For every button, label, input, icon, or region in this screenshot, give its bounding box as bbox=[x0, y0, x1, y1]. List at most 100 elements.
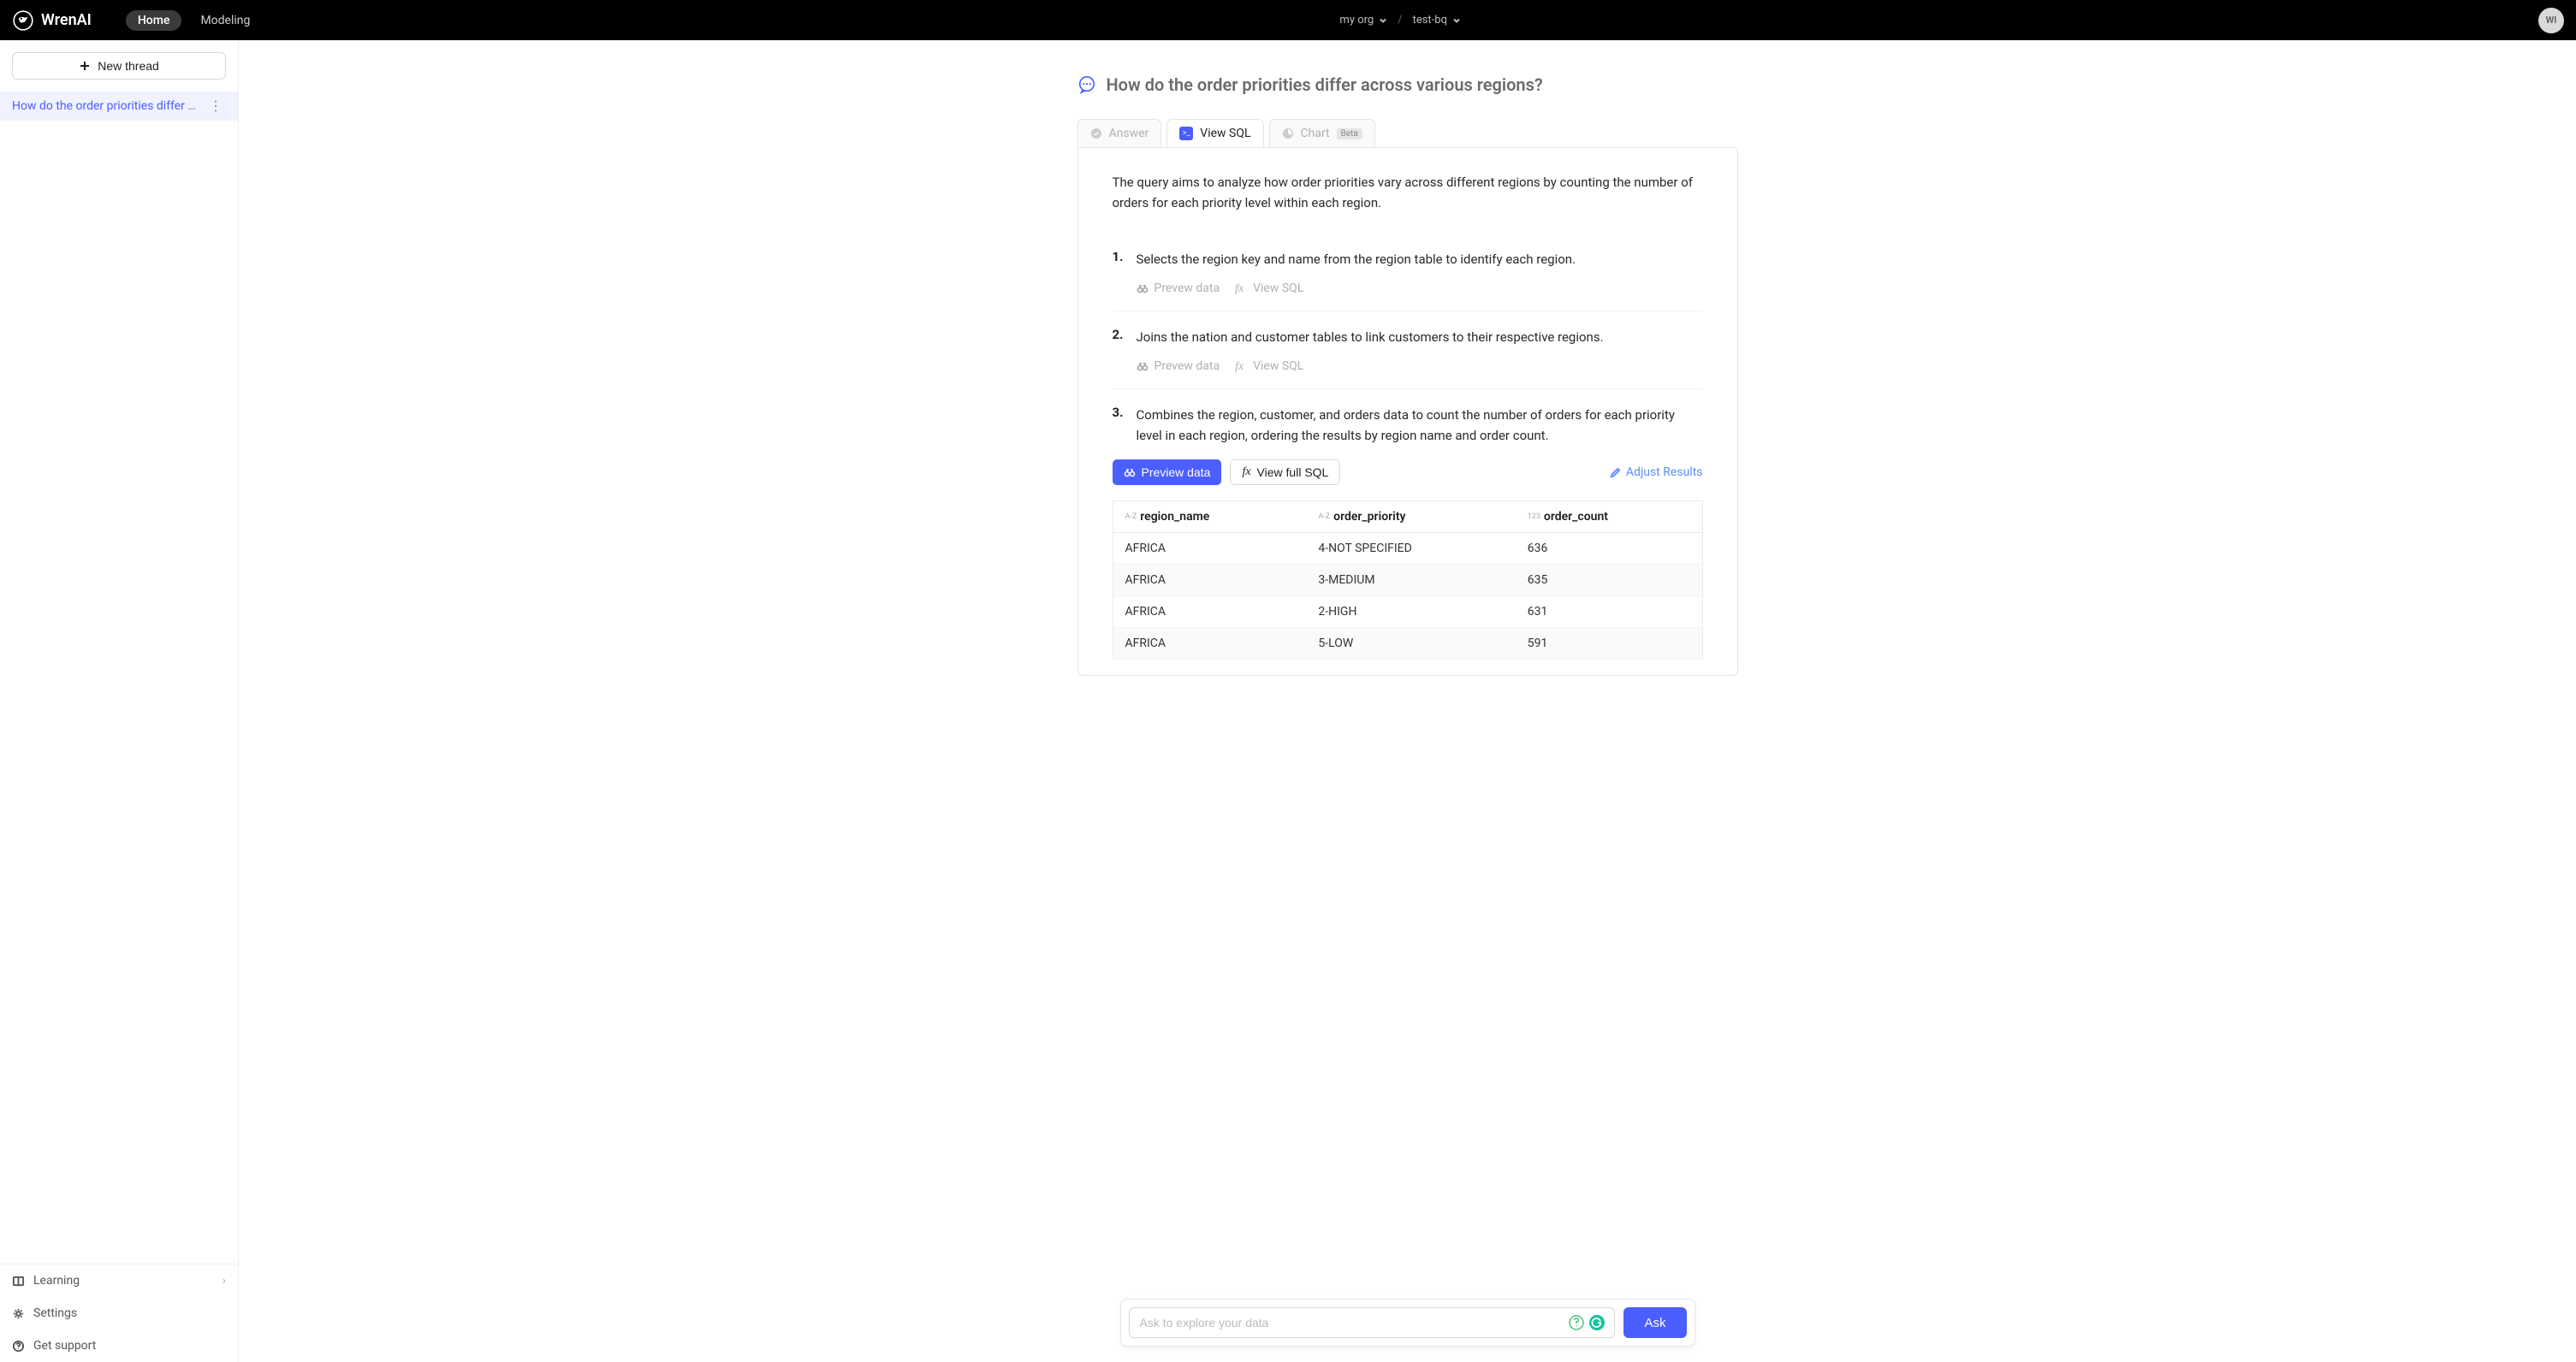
avatar[interactable]: WI bbox=[2538, 8, 2564, 33]
sidebar: New thread How do the order priorities d… bbox=[0, 40, 239, 1362]
thread-title: How do the order priorities differ … bbox=[12, 99, 205, 113]
adjust-results-label: Adjust Results bbox=[1626, 465, 1703, 479]
table-cell: 591 bbox=[1516, 628, 1702, 660]
table-cell: AFRICA bbox=[1113, 533, 1306, 565]
tab-chart-label: Chart bbox=[1301, 127, 1330, 140]
new-thread-label: New thread bbox=[98, 59, 159, 73]
chart-icon bbox=[1282, 127, 1294, 139]
fx-icon: fx bbox=[1235, 360, 1247, 372]
gear-icon bbox=[12, 1307, 25, 1320]
view-full-sql-label: View full SQL bbox=[1257, 465, 1329, 479]
step-3: 3. Combines the region, customer, and or… bbox=[1113, 388, 1703, 675]
breadcrumb-project[interactable]: test-bq bbox=[1413, 14, 1461, 27]
table-cell: 636 bbox=[1516, 533, 1702, 565]
step-2-view-sql-label: View SQL bbox=[1253, 359, 1303, 373]
binoculars-icon bbox=[1137, 360, 1149, 372]
logo[interactable]: WrenAI bbox=[12, 9, 92, 32]
ask-input[interactable] bbox=[1138, 1308, 1569, 1337]
view-full-sql-button[interactable]: fx View full SQL bbox=[1230, 459, 1340, 485]
query-summary: The query aims to analyze how order prio… bbox=[1113, 172, 1703, 213]
step-2-preview-label: Prevew data bbox=[1154, 359, 1220, 373]
chat-icon bbox=[1077, 75, 1096, 94]
tab-answer[interactable]: Answer bbox=[1077, 119, 1162, 147]
binoculars-icon bbox=[1137, 282, 1149, 294]
step-2-num: 2. bbox=[1113, 327, 1128, 347]
thread-menu-icon[interactable]: ⋮ bbox=[205, 99, 226, 113]
step-3-text: Combines the region, customer, and order… bbox=[1137, 405, 1703, 446]
table-cell: AFRICA bbox=[1113, 565, 1306, 596]
table-cell: 4-NOT SPECIFIED bbox=[1306, 533, 1515, 565]
table-cell: AFRICA bbox=[1113, 596, 1306, 628]
step-1-num: 1. bbox=[1113, 249, 1128, 269]
help-icon bbox=[12, 1340, 25, 1353]
table-header: A-Zorder_priority bbox=[1306, 501, 1515, 533]
breadcrumb-org-label: my org bbox=[1339, 14, 1374, 27]
check-icon bbox=[1090, 127, 1102, 139]
table-cell: 635 bbox=[1516, 565, 1702, 596]
tabs: Answer >_ View SQL Chart Beta bbox=[1077, 119, 1738, 147]
topbar: WrenAI Home Modeling my org / test-bq WI bbox=[0, 0, 2576, 40]
step-1-preview-label: Prevew data bbox=[1154, 281, 1220, 295]
table-cell: 5-LOW bbox=[1306, 628, 1515, 660]
tab-view-sql[interactable]: >_ View SQL bbox=[1166, 119, 1263, 147]
pencil-icon bbox=[1610, 467, 1621, 478]
chevron-down-icon bbox=[1379, 16, 1387, 25]
sql-panel: The query aims to analyze how order prio… bbox=[1077, 147, 1738, 676]
results-table: A-Zregion_nameA-Zorder_priority123order_… bbox=[1113, 500, 1703, 660]
step-1-text: Selects the region key and name from the… bbox=[1137, 249, 1576, 269]
fx-icon: fx bbox=[1242, 465, 1250, 479]
step-1-view-sql[interactable]: fx View SQL bbox=[1235, 281, 1303, 295]
tab-chart[interactable]: Chart Beta bbox=[1269, 119, 1375, 147]
step-2-view-sql[interactable]: fx View SQL bbox=[1235, 359, 1303, 373]
question-header: How do the order priorities differ acros… bbox=[1077, 74, 1738, 95]
table-row: AFRICA3-MEDIUM635 bbox=[1113, 565, 1702, 596]
sidebar-learning[interactable]: Learning › bbox=[0, 1264, 238, 1297]
breadcrumb-org[interactable]: my org bbox=[1339, 14, 1387, 27]
table-cell: AFRICA bbox=[1113, 628, 1306, 660]
nav: Home Modeling bbox=[126, 10, 263, 31]
ask-input-wrap bbox=[1129, 1307, 1616, 1338]
table-row: AFRICA5-LOW591 bbox=[1113, 628, 1702, 660]
grammarly-icon[interactable] bbox=[1588, 1314, 1606, 1331]
fx-icon: fx bbox=[1235, 282, 1247, 294]
tab-view-sql-label: View SQL bbox=[1200, 127, 1250, 140]
logo-text: WrenAI bbox=[41, 11, 92, 29]
sql-icon: >_ bbox=[1179, 127, 1193, 140]
sidebar-support[interactable]: Get support bbox=[0, 1329, 238, 1362]
main: How do the order priorities differ acros… bbox=[239, 40, 2576, 1362]
ask-button[interactable]: Ask bbox=[1623, 1307, 1686, 1338]
step-1: 1. Selects the region key and name from … bbox=[1113, 234, 1703, 311]
nav-modeling[interactable]: Modeling bbox=[188, 10, 262, 31]
table-cell: 3-MEDIUM bbox=[1306, 565, 1515, 596]
step-3-num: 3. bbox=[1113, 405, 1128, 446]
hint-icon[interactable] bbox=[1568, 1314, 1585, 1331]
plus-icon bbox=[79, 60, 91, 72]
step-1-preview-data[interactable]: Prevew data bbox=[1137, 281, 1220, 295]
step-2-preview-data[interactable]: Prevew data bbox=[1137, 359, 1220, 373]
step-2-text: Joins the nation and customer tables to … bbox=[1137, 327, 1604, 347]
book-icon bbox=[12, 1275, 25, 1288]
new-thread-button[interactable]: New thread bbox=[12, 52, 226, 80]
sidebar-learning-label: Learning bbox=[33, 1274, 80, 1288]
preview-data-label: Preview data bbox=[1142, 465, 1211, 479]
table-cell: 2-HIGH bbox=[1306, 596, 1515, 628]
breadcrumb-project-label: test-bq bbox=[1413, 14, 1447, 27]
step-2: 2. Joins the nation and customer tables … bbox=[1113, 311, 1703, 388]
chevron-right-icon: › bbox=[223, 1274, 226, 1288]
table-cell: 631 bbox=[1516, 596, 1702, 628]
chevron-down-icon bbox=[1452, 16, 1461, 25]
breadcrumb-separator: / bbox=[1398, 14, 1402, 27]
adjust-results-link[interactable]: Adjust Results bbox=[1610, 465, 1703, 479]
beta-badge: Beta bbox=[1337, 128, 1362, 139]
nav-home[interactable]: Home bbox=[126, 10, 182, 31]
ask-bar-container: Ask bbox=[239, 1299, 2576, 1347]
table-row: AFRICA2-HIGH631 bbox=[1113, 596, 1702, 628]
table-header: A-Zregion_name bbox=[1113, 501, 1306, 533]
sidebar-settings[interactable]: Settings bbox=[0, 1297, 238, 1329]
table-header: 123order_count bbox=[1516, 501, 1702, 533]
tab-answer-label: Answer bbox=[1109, 127, 1149, 140]
sidebar-thread-item[interactable]: How do the order priorities differ … ⋮ bbox=[0, 92, 238, 121]
preview-data-button[interactable]: Preview data bbox=[1113, 459, 1222, 485]
wren-logo-icon bbox=[12, 9, 34, 32]
sidebar-support-label: Get support bbox=[33, 1339, 96, 1353]
